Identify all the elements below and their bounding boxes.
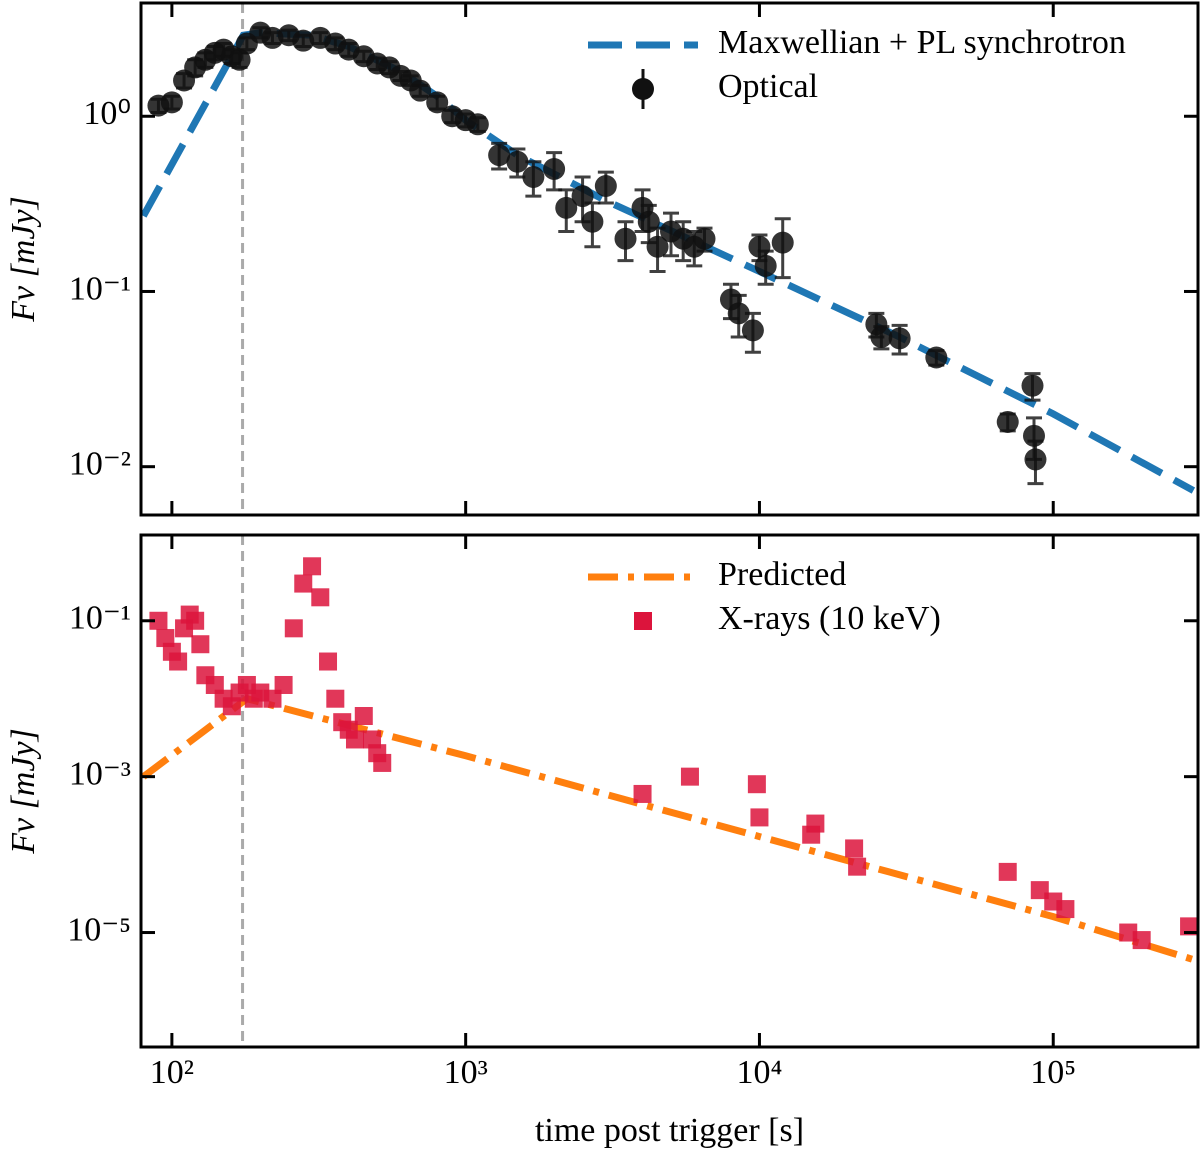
data-point: [693, 227, 716, 250]
legend-label: Maxwellian + PL synchrotron: [718, 24, 1126, 61]
data-point: [1024, 448, 1047, 471]
data-point: [888, 327, 911, 350]
data-point: [373, 753, 392, 772]
data-point: [754, 254, 777, 277]
data-point: [845, 839, 864, 858]
legend-label: Optical: [718, 68, 818, 105]
data-point: [1021, 374, 1044, 397]
data-point: [1132, 931, 1151, 950]
x-axis-label: time post trigger [s]: [535, 1112, 804, 1149]
data-point: [261, 26, 284, 49]
data-point: [1056, 900, 1075, 919]
data-point: [771, 231, 794, 254]
x-tick-label: 10⁵: [1030, 1054, 1076, 1091]
data-point: [319, 652, 338, 671]
data-point: [925, 346, 948, 369]
data-point: [996, 410, 1019, 433]
y-tick-label: 10⁻¹: [69, 600, 131, 637]
data-point: [806, 814, 825, 833]
data-point: [741, 319, 764, 342]
data-point: [294, 574, 313, 593]
data-point: [345, 730, 364, 749]
data-point: [1180, 917, 1198, 936]
data-point: [506, 150, 529, 173]
y-tick-label: 10⁻³: [69, 755, 131, 792]
data-point: [363, 730, 382, 749]
x-tick-label: 10⁴: [737, 1054, 783, 1091]
data-point: [186, 611, 205, 630]
data-point: [222, 697, 241, 716]
data-point: [205, 675, 224, 694]
data-point: [727, 302, 750, 325]
data-point: [555, 196, 578, 219]
data-point: [466, 113, 489, 136]
data-point: [303, 557, 322, 576]
data-point: [747, 775, 766, 794]
data-point: [326, 689, 345, 708]
data-point: [284, 619, 303, 638]
data-point: [581, 210, 604, 233]
data-point: [998, 862, 1017, 881]
plot-area: [141, 3, 1196, 515]
data-point: [169, 652, 188, 671]
axes-frame: [139, 533, 1200, 1049]
legend-label: X-rays (10 keV): [718, 600, 941, 637]
data-point: [292, 29, 315, 52]
data-point: [354, 707, 373, 726]
data-point: [191, 635, 210, 654]
data-point: [274, 675, 293, 694]
data-point: [594, 174, 617, 197]
data-point: [870, 325, 893, 348]
data-point: [646, 235, 669, 258]
y-axis-label: Fν [mJy]: [5, 728, 42, 855]
legend-swatch: [632, 78, 654, 100]
x-tick-label: 10²: [150, 1054, 194, 1091]
data-point: [522, 166, 545, 189]
data-point: [426, 91, 449, 114]
y-tick-label: 10⁻⁵: [67, 911, 131, 948]
y-tick-label: 10⁻¹: [69, 270, 131, 307]
x-tick-label: 10³: [444, 1054, 488, 1091]
data-point: [488, 144, 511, 167]
data-point: [633, 784, 652, 803]
data-point: [848, 857, 867, 876]
data-point: [614, 227, 637, 250]
y-tick-label: 10⁻²: [69, 445, 131, 482]
plot-area: [141, 535, 1198, 1047]
model-line: [141, 29, 1196, 494]
model-line: [141, 694, 1195, 963]
legend-swatch: [634, 612, 652, 630]
axes-frame: [139, 1, 1200, 517]
y-tick-label: 10⁰: [83, 95, 131, 132]
data-point: [263, 689, 282, 708]
legend-label: Predicted: [718, 556, 846, 593]
data-point: [680, 767, 699, 786]
data-point: [156, 629, 175, 648]
data-point: [750, 808, 769, 827]
data-point: [311, 588, 330, 607]
data-point: [543, 158, 566, 181]
data-point: [160, 91, 183, 114]
data-point: [409, 79, 432, 102]
y-axis-label: Fν [mJy]: [5, 196, 42, 323]
data-point: [149, 611, 168, 630]
